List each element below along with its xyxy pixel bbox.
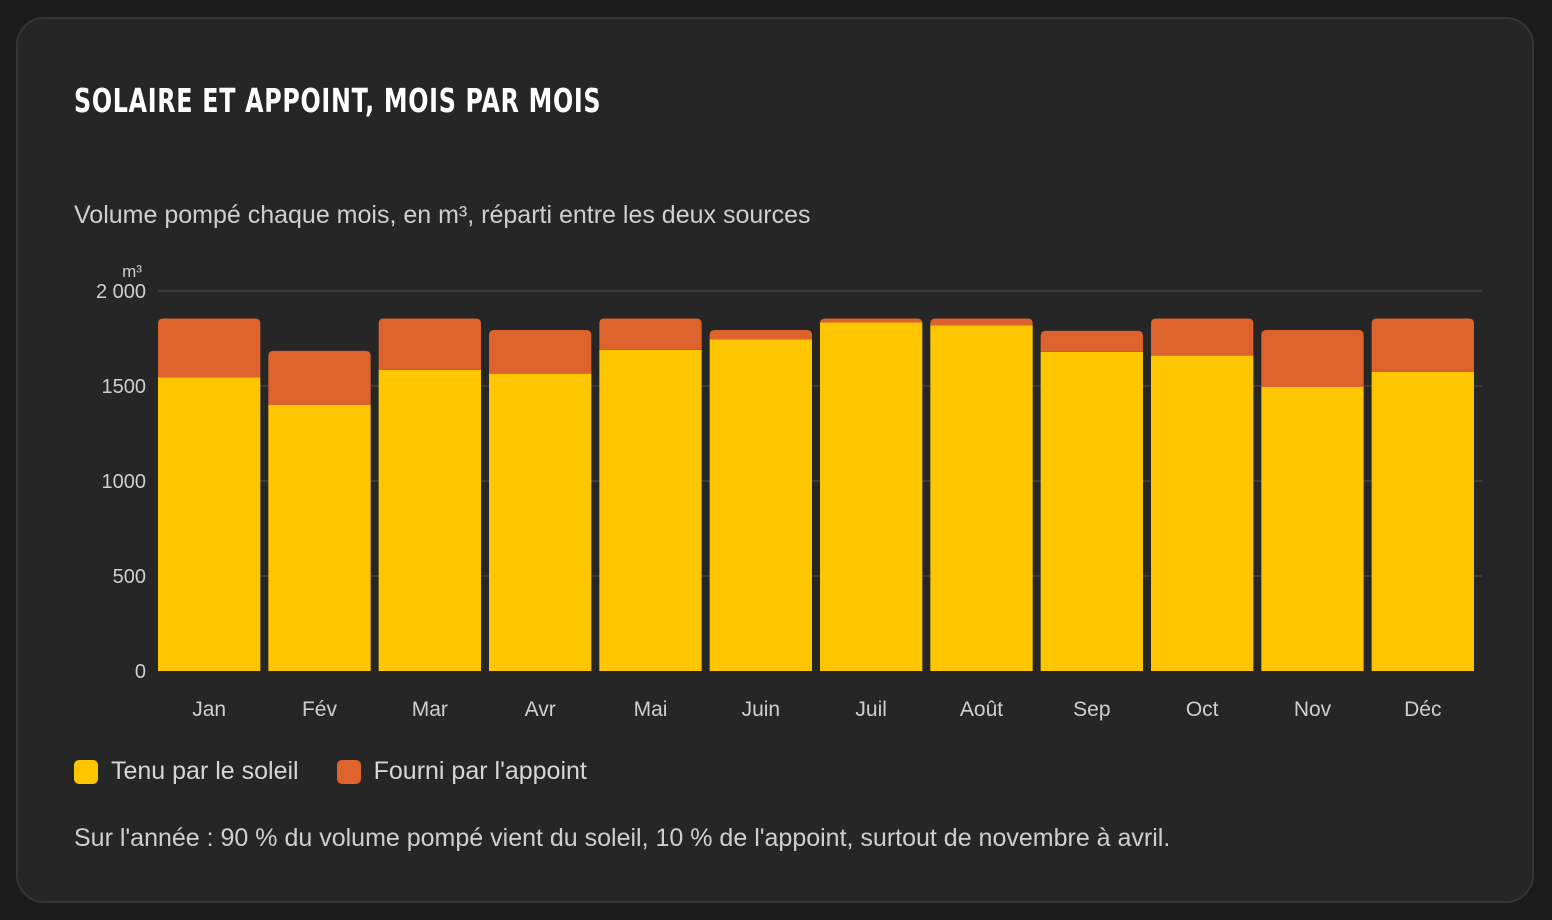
bar-segment-solar xyxy=(930,325,1033,671)
bar-segment-backup xyxy=(378,318,481,370)
x-tick-label: Jan xyxy=(192,698,226,721)
chart-title: SOLAIRE ET APPOINT, MOIS PAR MOIS xyxy=(74,81,602,120)
bar-segment-backup xyxy=(1151,318,1254,356)
legend-item-solar: Tenu par le soleil xyxy=(74,757,299,786)
bar-segment-solar xyxy=(268,405,371,671)
y-tick-label: 0 xyxy=(135,661,146,683)
legend: Tenu par le soleil Fourni par l'appoint xyxy=(74,757,625,786)
bar-segment-backup xyxy=(930,318,1033,326)
legend-label-solar: Tenu par le soleil xyxy=(111,757,299,785)
bar-segment-solar xyxy=(709,339,812,671)
bar-segment-backup xyxy=(599,318,702,350)
chart-subtitle: Volume pompé chaque mois, en m³, réparti… xyxy=(74,201,811,229)
bar-segment-solar xyxy=(1261,386,1364,671)
bar-segment-solar xyxy=(489,373,592,671)
bar-segment-solar xyxy=(1040,351,1143,671)
y-tick-label: 2 000 xyxy=(96,281,146,303)
bar-segment-solar xyxy=(820,322,923,671)
legend-swatch-backup xyxy=(336,759,361,784)
x-tick-label: Fév xyxy=(302,698,338,721)
chart-card: SOLAIRE ET APPOINT, MOIS PAR MOIS Volume… xyxy=(16,17,1534,903)
x-tick-label: Sep xyxy=(1073,698,1110,721)
bar-segment-backup xyxy=(268,350,371,405)
y-tick-label: 500 xyxy=(113,566,146,588)
x-tick-label: Juil xyxy=(855,698,887,721)
bar-segment-solar xyxy=(1371,371,1474,671)
bar-segment-backup xyxy=(1261,329,1364,387)
legend-label-backup: Fourni par l'appoint xyxy=(373,757,587,785)
bar-segment-backup xyxy=(1371,318,1474,372)
x-tick-label: Oct xyxy=(1186,698,1219,721)
x-tick-label: Avr xyxy=(525,698,556,721)
y-tick-label: 1500 xyxy=(102,376,147,398)
bar-segment-backup xyxy=(709,329,812,340)
x-tick-label: Mar xyxy=(412,698,448,721)
x-tick-label: Nov xyxy=(1294,698,1332,721)
bar-segment-backup xyxy=(1040,330,1143,352)
x-tick-label: Mai xyxy=(634,698,668,721)
y-tick-label: 1000 xyxy=(102,471,147,493)
bar-segment-backup xyxy=(820,318,923,324)
chart-note: Sur l'année : 90 % du volume pompé vient… xyxy=(74,824,1171,852)
bar-segment-backup xyxy=(158,318,261,378)
y-axis-unit: m³ xyxy=(122,262,142,281)
bar-segment-solar xyxy=(1151,355,1254,671)
legend-item-backup: Fourni par l'appoint xyxy=(336,757,587,786)
x-tick-label: Déc xyxy=(1404,698,1441,721)
bar-segment-solar xyxy=(378,369,481,671)
bar-segment-solar xyxy=(158,377,261,671)
bar-segment-backup xyxy=(489,329,592,374)
x-tick-label: Juin xyxy=(742,698,781,721)
legend-swatch-solar xyxy=(74,759,98,784)
x-tick-label: Août xyxy=(960,698,1003,721)
bar-segment-solar xyxy=(599,349,702,671)
